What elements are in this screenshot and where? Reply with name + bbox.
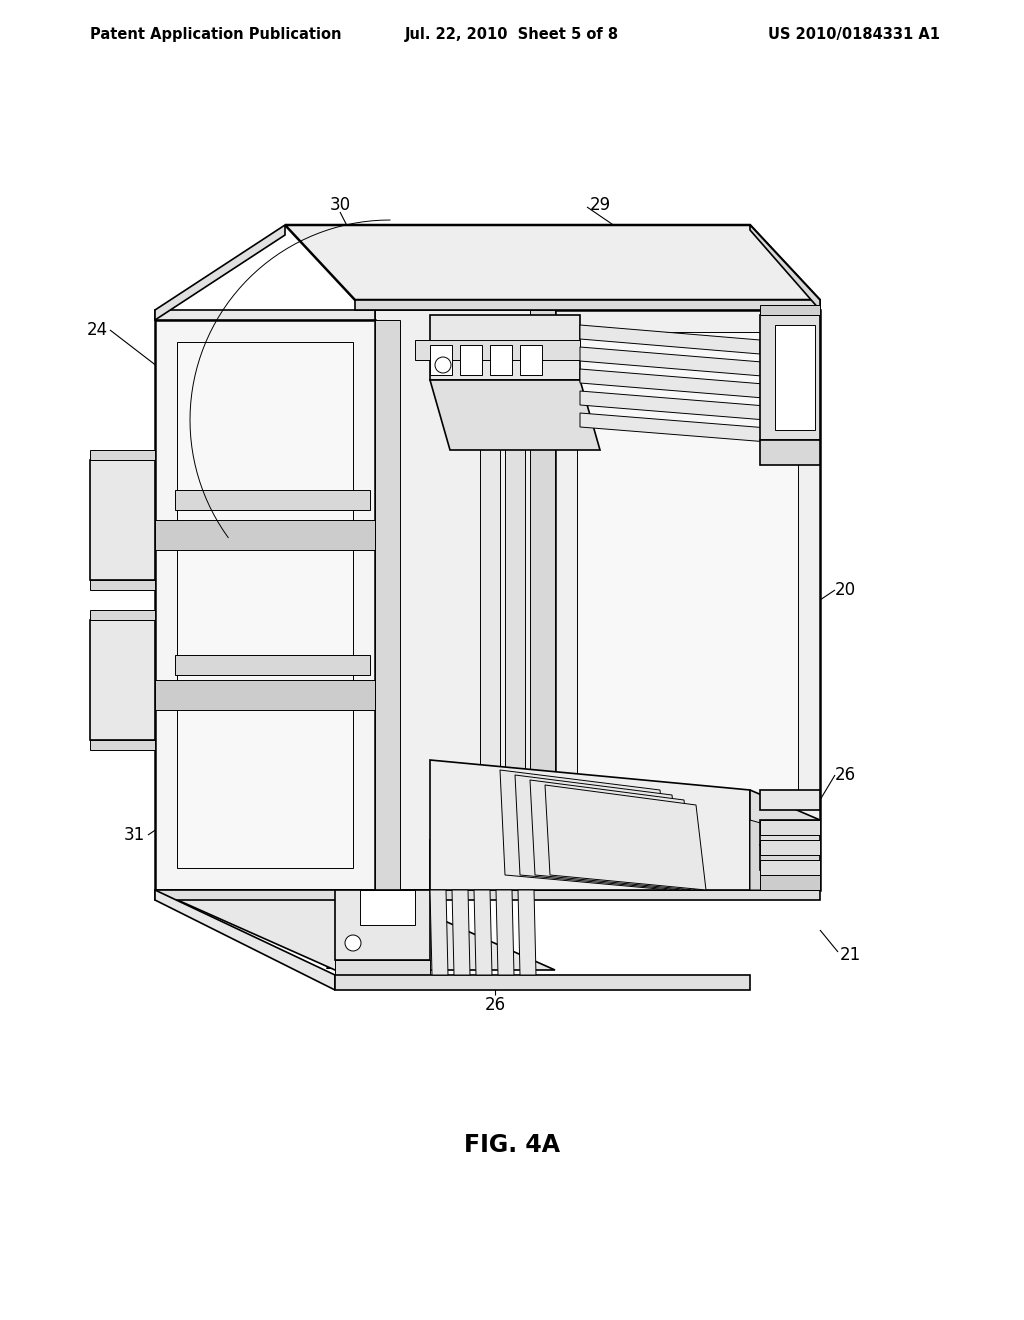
Text: 20: 20 bbox=[835, 581, 856, 599]
Text: US 2010/0184331 A1: US 2010/0184331 A1 bbox=[768, 28, 940, 42]
Polygon shape bbox=[335, 890, 430, 960]
Polygon shape bbox=[452, 890, 470, 975]
Polygon shape bbox=[335, 960, 430, 975]
Text: 29: 29 bbox=[590, 195, 611, 214]
Polygon shape bbox=[460, 345, 482, 375]
Polygon shape bbox=[580, 413, 768, 442]
Text: 24: 24 bbox=[87, 321, 108, 339]
Polygon shape bbox=[430, 840, 660, 890]
Polygon shape bbox=[360, 890, 415, 925]
Polygon shape bbox=[155, 680, 375, 710]
Polygon shape bbox=[90, 459, 155, 579]
Polygon shape bbox=[474, 890, 492, 975]
Polygon shape bbox=[500, 770, 670, 890]
Polygon shape bbox=[760, 440, 820, 465]
Polygon shape bbox=[580, 370, 764, 399]
Polygon shape bbox=[750, 224, 820, 310]
Polygon shape bbox=[90, 741, 155, 750]
Polygon shape bbox=[580, 325, 760, 354]
Polygon shape bbox=[555, 310, 820, 890]
Polygon shape bbox=[530, 780, 694, 890]
Polygon shape bbox=[515, 775, 682, 890]
Text: 31: 31 bbox=[124, 826, 145, 843]
Text: 26: 26 bbox=[484, 997, 506, 1014]
Polygon shape bbox=[155, 890, 335, 990]
Text: 21: 21 bbox=[840, 946, 861, 964]
Text: Patent Application Publication: Patent Application Publication bbox=[90, 28, 341, 42]
Polygon shape bbox=[760, 820, 820, 836]
Polygon shape bbox=[155, 310, 375, 319]
Polygon shape bbox=[750, 820, 820, 890]
Polygon shape bbox=[155, 520, 375, 550]
Polygon shape bbox=[177, 342, 353, 869]
Polygon shape bbox=[155, 319, 375, 890]
Polygon shape bbox=[760, 315, 820, 440]
Polygon shape bbox=[90, 579, 155, 590]
Polygon shape bbox=[90, 610, 155, 620]
Polygon shape bbox=[518, 890, 536, 975]
Polygon shape bbox=[580, 391, 766, 420]
Polygon shape bbox=[577, 333, 798, 869]
Polygon shape bbox=[760, 845, 820, 870]
Polygon shape bbox=[285, 224, 820, 300]
Polygon shape bbox=[90, 450, 155, 459]
Polygon shape bbox=[530, 310, 555, 890]
Polygon shape bbox=[760, 820, 820, 845]
Polygon shape bbox=[760, 840, 820, 855]
Polygon shape bbox=[335, 975, 750, 990]
Text: 24: 24 bbox=[325, 954, 345, 973]
Polygon shape bbox=[175, 490, 370, 510]
Polygon shape bbox=[355, 300, 820, 310]
Polygon shape bbox=[760, 870, 820, 890]
Polygon shape bbox=[496, 890, 514, 975]
Polygon shape bbox=[155, 224, 285, 319]
Text: Jul. 22, 2010  Sheet 5 of 8: Jul. 22, 2010 Sheet 5 of 8 bbox=[404, 28, 620, 42]
Circle shape bbox=[345, 935, 361, 950]
Polygon shape bbox=[520, 345, 542, 375]
Polygon shape bbox=[490, 345, 512, 375]
Polygon shape bbox=[175, 655, 370, 675]
Polygon shape bbox=[375, 319, 400, 890]
Polygon shape bbox=[760, 789, 820, 810]
Text: 30: 30 bbox=[280, 880, 301, 899]
Text: 30: 30 bbox=[330, 195, 350, 214]
Polygon shape bbox=[430, 760, 750, 890]
Polygon shape bbox=[155, 890, 820, 900]
Polygon shape bbox=[760, 305, 820, 315]
Polygon shape bbox=[155, 890, 555, 970]
Polygon shape bbox=[430, 380, 600, 450]
Polygon shape bbox=[580, 347, 762, 376]
Polygon shape bbox=[430, 345, 452, 375]
Text: FIG. 4A: FIG. 4A bbox=[464, 1133, 560, 1158]
Polygon shape bbox=[760, 861, 820, 875]
Polygon shape bbox=[430, 315, 580, 380]
Polygon shape bbox=[90, 620, 155, 741]
Polygon shape bbox=[480, 319, 500, 890]
Polygon shape bbox=[505, 319, 525, 890]
Text: 26: 26 bbox=[835, 766, 856, 784]
Polygon shape bbox=[555, 300, 820, 310]
Polygon shape bbox=[775, 325, 815, 430]
Polygon shape bbox=[545, 785, 706, 890]
Polygon shape bbox=[415, 341, 580, 360]
Polygon shape bbox=[430, 890, 449, 975]
Polygon shape bbox=[750, 789, 820, 890]
Polygon shape bbox=[375, 310, 555, 890]
Circle shape bbox=[435, 356, 451, 374]
